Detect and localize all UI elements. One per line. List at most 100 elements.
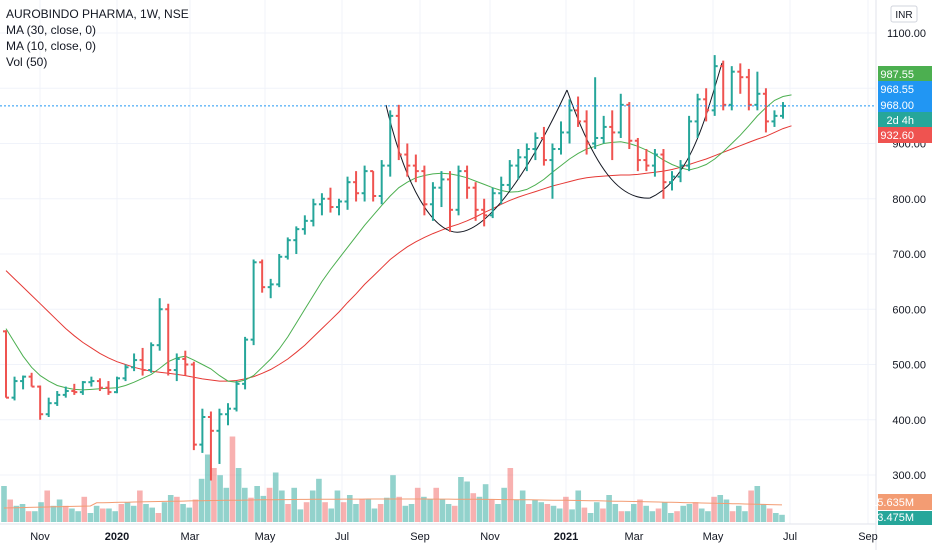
- ohlc-bar: [472, 182, 479, 221]
- ohlc-bar: [558, 121, 564, 155]
- volume-bar: [254, 486, 260, 522]
- volume-bar: [686, 504, 693, 522]
- legend-title[interactable]: AUROBINDO PHARMA, 1W, NSE: [6, 7, 189, 21]
- time-tick-label: Nov: [480, 531, 500, 543]
- volume-bar: [779, 514, 785, 522]
- volume-bar: [661, 502, 668, 522]
- time-axis[interactable]: Nov 2020 Mar May Jul Sep Nov 2021 Mar May Jul Sep: [0, 523, 878, 543]
- volume-bar: [340, 502, 347, 522]
- ohlc-bar: [301, 215, 308, 235]
- volume-bar: [445, 504, 452, 522]
- volume-bar: [742, 511, 748, 522]
- ohlc-bar: [242, 336, 249, 390]
- volume-bars: [1, 436, 785, 522]
- price-label-text: 968.00: [880, 100, 914, 112]
- volume-bar: [365, 499, 372, 522]
- volume-bar: [204, 454, 211, 522]
- ohlc-bar: [464, 165, 471, 199]
- volume-bar: [334, 490, 341, 522]
- ohlc-bar: [378, 160, 385, 205]
- ohlc-bar: [11, 376, 18, 401]
- ohlc-bar: [489, 187, 496, 219]
- volume-bar: [495, 504, 501, 522]
- time-tick-label: Mar: [181, 531, 200, 543]
- price-tick-label: 1100.00: [887, 28, 926, 40]
- volume-bar: [488, 499, 495, 522]
- volume-bar: [538, 502, 544, 522]
- volume-bar: [519, 490, 526, 522]
- time-tick-label: Jul: [335, 531, 349, 543]
- ohlc-bar: [634, 137, 641, 172]
- ohlc-bar: [720, 60, 727, 111]
- ohlc-bar: [207, 411, 214, 481]
- volume-bar: [593, 502, 600, 522]
- volume-bar: [266, 487, 273, 522]
- time-tick-label: Sep: [410, 531, 430, 543]
- volume-bar: [50, 505, 57, 522]
- volume-bar: [655, 508, 662, 522]
- ohlc-bar: [139, 347, 146, 376]
- volume-bar: [427, 499, 433, 522]
- ohlc-bar: [617, 93, 624, 138]
- volume-bar: [192, 499, 199, 522]
- volume-bar: [137, 490, 143, 522]
- time-tick-label: May: [703, 531, 724, 543]
- volume-bar: [186, 507, 193, 522]
- ohlc-bar: [429, 182, 436, 221]
- ohlc-bar: [651, 149, 658, 177]
- legend-ma30[interactable]: MA (30, close, 0): [6, 23, 97, 37]
- volume-bar: [612, 504, 619, 522]
- ohlc-bar: [225, 403, 231, 426]
- ohlc-bar: [28, 372, 35, 388]
- volume-bar: [692, 502, 699, 522]
- volume-bar: [99, 508, 106, 522]
- legend-ma10[interactable]: MA (10, close, 0): [6, 39, 97, 53]
- volume-bar: [643, 505, 649, 522]
- ohlc-bar: [122, 364, 129, 382]
- volume-bar: [118, 504, 125, 522]
- volume-bar: [414, 487, 421, 522]
- volume-bar: [501, 487, 507, 522]
- volume-bar: [25, 511, 32, 522]
- price-label-box: [878, 127, 932, 143]
- ohlc-bar: [131, 353, 138, 372]
- ohlc-bar: [447, 171, 453, 232]
- ohlc-bar: [114, 376, 120, 394]
- legend-vol[interactable]: Vol (50): [6, 55, 48, 69]
- ohlc-bar: [498, 176, 505, 205]
- volume-bar: [248, 497, 254, 522]
- price-axis[interactable]: 1100.001000.00900.00800.00700.00600.0050…: [875, 0, 926, 550]
- price-labels: 987.55 968.55 968.00 2d 4h 932.60 15.635M 3.47…: [871, 66, 932, 525]
- price-tick-label: 600.00: [892, 304, 926, 316]
- price-tick-label: 500.00: [892, 360, 926, 372]
- ohlc-bar: [660, 149, 667, 199]
- ohlc-bar: [156, 298, 163, 351]
- volume-bar: [87, 513, 94, 522]
- ohlc-bar: [762, 88, 769, 133]
- volume-bar: [402, 505, 409, 522]
- volume-bar: [668, 513, 674, 522]
- volume-bar: [705, 511, 711, 522]
- ma10-line: [5, 94, 792, 391]
- volume-bar: [328, 508, 335, 522]
- price-label-text: 987.55: [880, 69, 914, 81]
- ohlc-bar: [276, 254, 283, 288]
- volume-bar: [316, 478, 322, 522]
- volume-bar: [587, 513, 594, 522]
- volume-bar: [637, 499, 643, 522]
- ohlc-bar: [532, 132, 539, 161]
- volume-bar: [19, 504, 26, 522]
- volume-bar: [624, 511, 631, 522]
- volume-bar: [359, 499, 365, 522]
- volume-bar: [124, 502, 131, 522]
- ohlc-bar: [771, 110, 778, 127]
- ohlc-bar: [515, 149, 522, 180]
- ohlc-bar: [421, 165, 428, 216]
- volume-bar: [680, 505, 687, 522]
- ohlc-bar: [233, 381, 240, 412]
- volume-bar: [556, 508, 563, 522]
- ohlc-bar: [370, 170, 377, 202]
- ohlc-bar: [387, 110, 394, 177]
- ohlc-bar: [353, 171, 360, 202]
